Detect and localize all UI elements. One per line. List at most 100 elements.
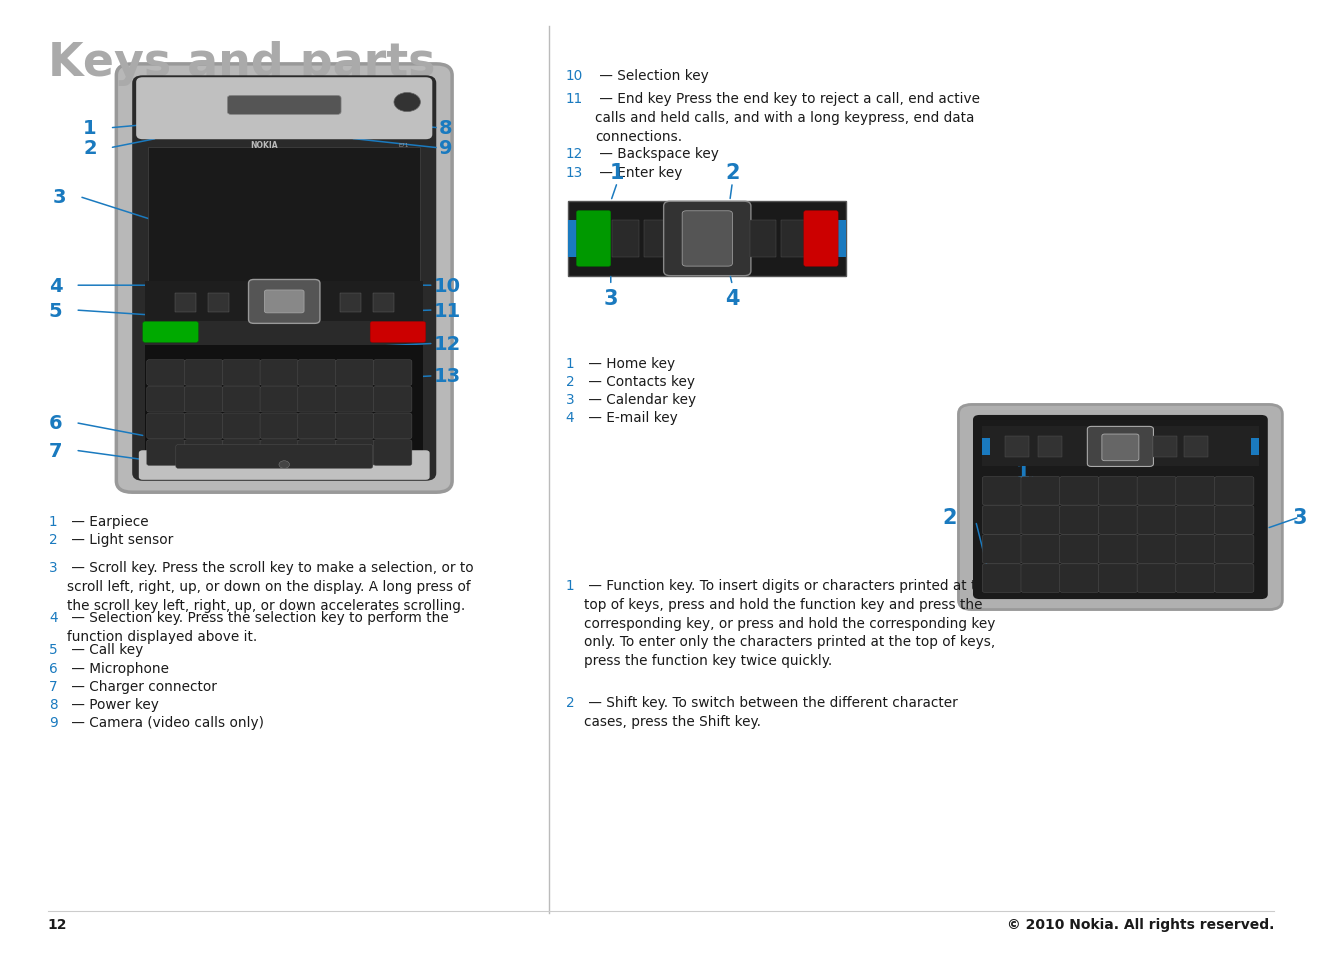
FancyBboxPatch shape (1060, 506, 1099, 535)
Bar (208, 294, 229, 313)
Text: — Enter key: — Enter key (595, 166, 682, 179)
Text: 4: 4 (566, 411, 575, 425)
FancyBboxPatch shape (1137, 506, 1177, 535)
Text: 7: 7 (49, 679, 58, 693)
FancyBboxPatch shape (804, 212, 838, 267)
Bar (175, 294, 196, 313)
FancyBboxPatch shape (185, 414, 223, 439)
FancyBboxPatch shape (1215, 477, 1253, 506)
Bar (982, 427, 1259, 467)
Text: 4: 4 (726, 289, 739, 309)
Text: — Selection key. Press the selection key to perform the
function displayed above: — Selection key. Press the selection key… (67, 611, 449, 643)
FancyBboxPatch shape (1215, 506, 1253, 535)
FancyBboxPatch shape (336, 440, 374, 466)
FancyBboxPatch shape (147, 440, 185, 466)
Text: 3: 3 (49, 560, 58, 575)
FancyBboxPatch shape (260, 440, 299, 466)
Text: — Call key: — Call key (67, 642, 144, 657)
Text: — Camera (video calls only): — Camera (video calls only) (67, 715, 264, 729)
FancyBboxPatch shape (336, 387, 374, 413)
FancyBboxPatch shape (1021, 506, 1060, 535)
Bar (837, 221, 846, 258)
Text: 3: 3 (53, 188, 66, 207)
Text: — E-mail key: — E-mail key (584, 411, 678, 425)
Text: 8: 8 (49, 698, 58, 711)
Text: 6: 6 (49, 414, 62, 433)
Text: — Backspace key: — Backspace key (595, 147, 719, 161)
FancyBboxPatch shape (1099, 536, 1138, 564)
FancyBboxPatch shape (222, 360, 260, 386)
FancyBboxPatch shape (682, 212, 732, 267)
FancyBboxPatch shape (1060, 564, 1099, 593)
FancyBboxPatch shape (373, 414, 412, 439)
Text: — Power key: — Power key (67, 698, 159, 711)
FancyBboxPatch shape (1137, 536, 1177, 564)
FancyBboxPatch shape (373, 440, 412, 466)
FancyBboxPatch shape (336, 414, 374, 439)
FancyBboxPatch shape (297, 387, 336, 413)
Text: — Calendar key: — Calendar key (584, 393, 697, 407)
FancyBboxPatch shape (227, 96, 341, 115)
FancyBboxPatch shape (1175, 564, 1215, 593)
Text: 4: 4 (49, 611, 58, 624)
FancyBboxPatch shape (260, 414, 299, 439)
Bar (644, 221, 670, 258)
FancyBboxPatch shape (176, 445, 373, 469)
FancyBboxPatch shape (222, 387, 260, 413)
Text: 10: 10 (566, 70, 583, 83)
Bar (612, 221, 639, 258)
FancyBboxPatch shape (147, 387, 185, 413)
Text: — End key Press the end key to reject a call, end active
calls and held calls, a: — End key Press the end key to reject a … (595, 92, 980, 144)
FancyBboxPatch shape (132, 76, 436, 481)
FancyBboxPatch shape (370, 322, 426, 343)
Text: 8: 8 (439, 119, 452, 138)
FancyBboxPatch shape (336, 360, 374, 386)
FancyBboxPatch shape (1021, 564, 1060, 593)
FancyBboxPatch shape (1175, 477, 1215, 506)
FancyBboxPatch shape (260, 387, 299, 413)
Text: Keys and parts: Keys and parts (48, 41, 435, 86)
FancyBboxPatch shape (568, 202, 846, 276)
Bar (1154, 436, 1178, 457)
Text: 2: 2 (726, 163, 739, 183)
Bar (340, 294, 361, 313)
FancyBboxPatch shape (116, 65, 452, 493)
FancyBboxPatch shape (1060, 536, 1099, 564)
Text: — Earpiece: — Earpiece (67, 515, 149, 528)
Text: 1: 1 (49, 515, 58, 528)
Bar (145, 282, 423, 322)
Bar (148, 148, 420, 295)
Text: — Light sensor: — Light sensor (67, 532, 173, 546)
Bar (1185, 436, 1208, 457)
Circle shape (394, 93, 420, 112)
FancyBboxPatch shape (264, 291, 304, 314)
FancyBboxPatch shape (185, 440, 223, 466)
Bar (1038, 436, 1062, 457)
Text: — Contacts key: — Contacts key (584, 375, 695, 389)
Text: 2: 2 (566, 696, 575, 709)
Text: 12: 12 (566, 147, 583, 161)
FancyBboxPatch shape (973, 416, 1268, 599)
FancyBboxPatch shape (1137, 564, 1177, 593)
Text: — Charger connector: — Charger connector (67, 679, 217, 693)
Text: — Microphone: — Microphone (67, 661, 169, 675)
FancyBboxPatch shape (576, 212, 611, 267)
Text: 7: 7 (49, 441, 62, 460)
FancyBboxPatch shape (185, 387, 223, 413)
FancyBboxPatch shape (260, 360, 299, 386)
FancyBboxPatch shape (1215, 564, 1253, 593)
Bar (568, 221, 578, 258)
FancyBboxPatch shape (297, 440, 336, 466)
Text: 1: 1 (566, 578, 575, 592)
FancyBboxPatch shape (1021, 536, 1060, 564)
Text: NOKIA: NOKIA (251, 140, 278, 150)
Text: 11: 11 (434, 301, 461, 320)
Text: 2: 2 (943, 508, 957, 527)
Bar (1251, 438, 1259, 456)
FancyBboxPatch shape (222, 414, 260, 439)
Bar (1005, 436, 1029, 457)
Bar (145, 346, 423, 472)
FancyBboxPatch shape (1060, 477, 1099, 506)
FancyBboxPatch shape (1103, 435, 1140, 461)
FancyBboxPatch shape (1175, 506, 1215, 535)
